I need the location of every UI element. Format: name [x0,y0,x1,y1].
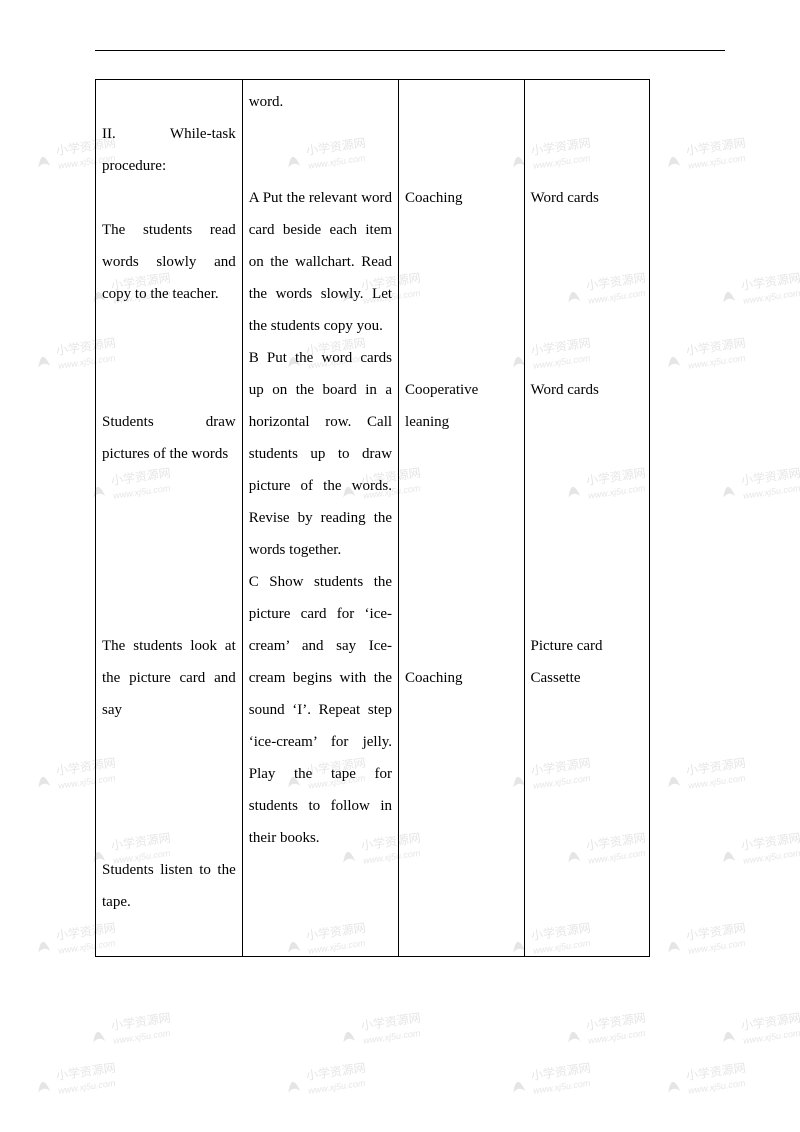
cell-aids: Word cards Word cards Picture card Casse… [524,80,650,957]
cell-methods: Coaching Cooperative leaning Coaching [399,80,524,957]
activity-1: The students read words slowly and copy … [102,214,236,310]
method-1: Coaching [405,182,517,214]
method-3: Coaching [405,662,517,694]
section-heading: II. While-task procedure: [102,118,236,182]
page: II. While-task procedure: The students r… [0,0,800,1132]
header-rule [95,50,725,51]
aid-1: Word cards [531,182,644,214]
activity-2: Students draw pictures of the words [102,406,236,470]
aid-3a: Picture card [531,630,644,662]
step-a: A Put the relevant word card beside each… [249,182,392,342]
aid-2: Word cards [531,374,644,406]
lesson-table: II. While-task procedure: The students r… [95,79,650,957]
method-2: Cooperative leaning [405,374,517,438]
step-c: C Show students the picture card for ‘ic… [249,566,392,854]
cell-students-activities: II. While-task procedure: The students r… [96,80,243,957]
lead-word: word. [249,86,392,118]
activity-3: The students look at the picture card an… [102,630,236,726]
step-b: B Put the word cards up on the board in … [249,342,392,566]
aid-3b: Cassette [531,662,644,694]
table-row: II. While-task procedure: The students r… [96,80,650,957]
activity-4: Students listen to the tape. [102,854,236,918]
cell-teacher-activities: word. A Put the relevant word card besid… [242,80,398,957]
